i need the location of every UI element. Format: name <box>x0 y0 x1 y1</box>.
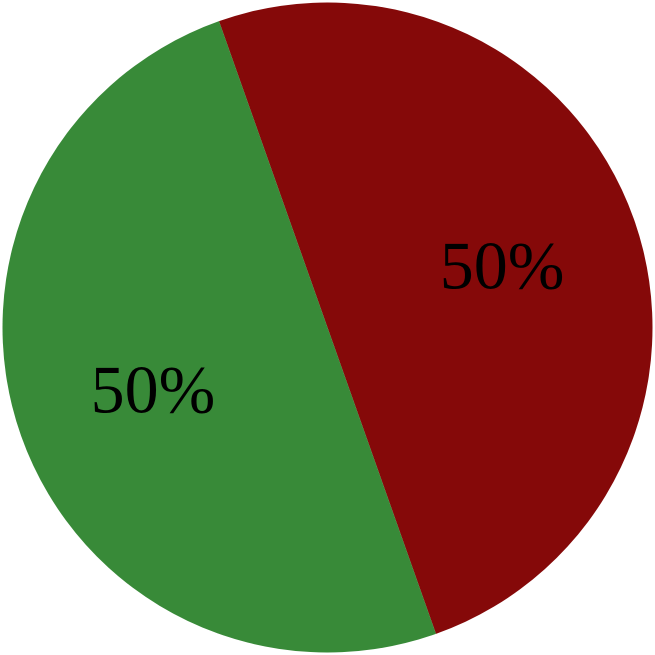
pie-labels: 50% 50% <box>91 228 565 428</box>
pie-slice-label-2: 50% <box>91 351 216 427</box>
pie-slice-2 <box>2 21 436 653</box>
pie-slice-label-1: 50% <box>440 228 565 304</box>
pie-slice-1 <box>219 2 653 634</box>
